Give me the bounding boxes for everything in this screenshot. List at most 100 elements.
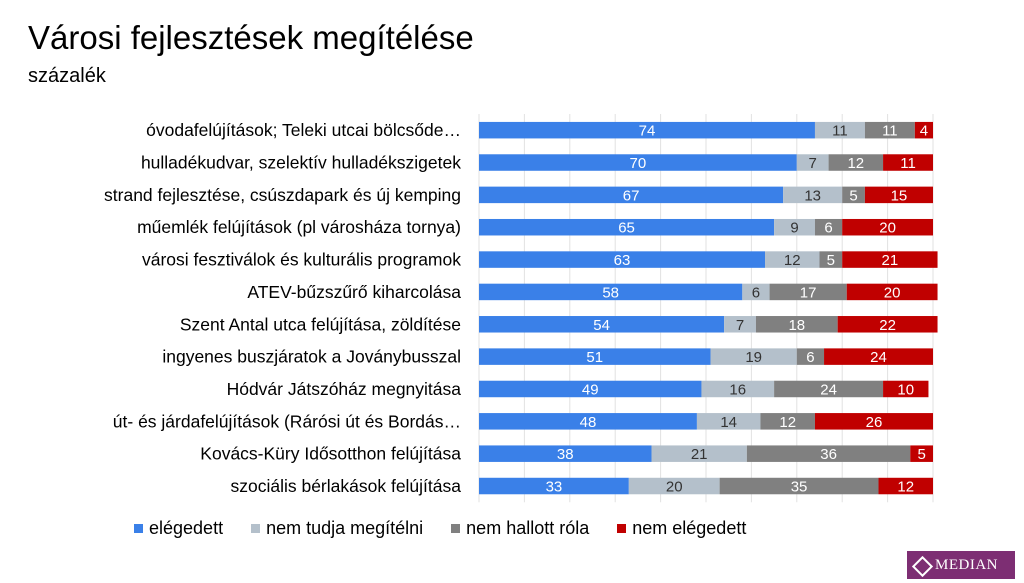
bar-segment bbox=[479, 413, 697, 430]
data-label: 19 bbox=[745, 349, 762, 366]
bar-segment bbox=[883, 154, 933, 171]
bar-segment bbox=[814, 413, 933, 430]
chart-subtitle: százalék bbox=[28, 65, 106, 87]
data-label: 12 bbox=[847, 155, 864, 172]
bar-segment bbox=[769, 283, 847, 301]
bar-segment bbox=[479, 121, 815, 139]
category-label: út- és járdafelújítások (Rárósi út és Bo… bbox=[113, 411, 461, 431]
bar-segment bbox=[774, 380, 884, 398]
bar-segment bbox=[651, 445, 747, 462]
category-label: strand fejlesztése, csúszdapark és új ke… bbox=[104, 185, 461, 205]
bar-segment bbox=[479, 251, 766, 268]
data-label: 12 bbox=[784, 252, 801, 269]
bar-segment bbox=[479, 348, 711, 365]
median-logo: MEDIAN bbox=[907, 551, 1015, 579]
data-label: 36 bbox=[820, 446, 837, 463]
bar-segment bbox=[724, 316, 756, 333]
data-label: 15 bbox=[891, 187, 908, 204]
data-label: 74 bbox=[639, 123, 656, 140]
data-label: 22 bbox=[879, 317, 896, 334]
bar-segment bbox=[914, 121, 933, 139]
data-label: 14 bbox=[720, 414, 737, 431]
bar-segment bbox=[755, 316, 838, 333]
data-label: 70 bbox=[630, 155, 647, 172]
data-label: 16 bbox=[729, 381, 746, 398]
bar-segment bbox=[479, 186, 784, 204]
data-label: 48 bbox=[580, 414, 597, 431]
category-label: Kovács-Küry Idősotthon felújítása bbox=[200, 444, 461, 464]
bar-segment bbox=[479, 380, 702, 398]
legend-swatch bbox=[617, 523, 627, 533]
data-label: 4 bbox=[920, 123, 928, 140]
legend-swatch bbox=[251, 523, 261, 533]
bar-segment bbox=[842, 186, 865, 204]
data-label: 7 bbox=[736, 317, 744, 334]
bar-segment bbox=[814, 121, 865, 139]
bar-segment bbox=[842, 251, 938, 268]
bar-segment bbox=[819, 251, 843, 268]
bar-segment bbox=[774, 218, 815, 236]
data-label: 12 bbox=[897, 479, 914, 496]
bar-segment bbox=[696, 413, 761, 430]
category-label: műemlék felújítások (pl városháza tornya… bbox=[137, 217, 461, 237]
bar-segment bbox=[878, 477, 933, 495]
category-label: városi fesztiválok és kulturális program… bbox=[142, 250, 461, 270]
data-label: 24 bbox=[820, 381, 837, 398]
legend-item-nem-hallott-rola: nem hallott róla bbox=[451, 518, 589, 539]
data-label: 13 bbox=[804, 187, 821, 204]
category-label: ATEV-bűzszűrő kiharcolása bbox=[247, 282, 461, 302]
data-label: 11 bbox=[832, 123, 848, 140]
legend-label: nem hallott róla bbox=[466, 517, 590, 538]
bar-segment bbox=[628, 477, 720, 495]
category-label: óvodafelújítások; Teleki utcai bölcsőde… bbox=[146, 120, 461, 140]
bar-segment bbox=[864, 186, 933, 204]
legend-label: elégedett bbox=[149, 517, 224, 538]
data-label: 11 bbox=[882, 123, 898, 140]
data-label: 10 bbox=[897, 381, 914, 398]
bar-segment bbox=[910, 445, 933, 462]
category-label: Hódvár Játszóház megnyitása bbox=[227, 379, 462, 399]
category-label: hulladékudvar, szelektív hulladékszigete… bbox=[141, 153, 461, 173]
bar-segment bbox=[710, 348, 797, 365]
data-label: 11 bbox=[900, 155, 916, 172]
bar-segment bbox=[742, 283, 770, 301]
legend-item-elegedett: elégedett bbox=[134, 518, 223, 539]
chart-legend: elégedett nem tudja megítélni nem hallot… bbox=[134, 516, 774, 540]
bar-segment bbox=[760, 413, 815, 430]
data-label: 7 bbox=[809, 155, 817, 172]
data-label: 26 bbox=[866, 414, 883, 431]
bar-segment bbox=[883, 380, 929, 398]
data-label: 17 bbox=[800, 284, 817, 301]
data-label: 20 bbox=[884, 284, 901, 301]
data-label: 20 bbox=[879, 220, 896, 237]
data-label: 9 bbox=[790, 220, 798, 237]
legend-item-nem-elegedett: nem elégedett bbox=[617, 518, 746, 539]
data-label: 38 bbox=[557, 446, 574, 463]
data-label: 24 bbox=[870, 349, 887, 366]
data-label: 54 bbox=[593, 317, 610, 334]
bar-segment bbox=[746, 445, 911, 462]
bar-segment bbox=[824, 348, 933, 365]
data-label: 5 bbox=[827, 252, 835, 269]
data-label: 21 bbox=[691, 446, 708, 463]
bar-segment bbox=[479, 218, 775, 236]
data-label: 6 bbox=[824, 220, 832, 237]
bar-segment bbox=[479, 445, 652, 462]
bar-segment bbox=[796, 348, 825, 365]
bar-segment bbox=[701, 380, 775, 398]
category-label: szociális bérlakások felújítása bbox=[230, 476, 461, 496]
legend-swatch bbox=[451, 523, 461, 533]
bar-segment bbox=[479, 283, 743, 301]
bar-segment bbox=[814, 218, 843, 236]
category-label: Szent Antal utca felújítása, zöldítése bbox=[180, 314, 461, 334]
data-label: 12 bbox=[779, 414, 796, 431]
bar-segment bbox=[479, 316, 725, 333]
bar-segment bbox=[765, 251, 820, 268]
category-label: ingyenes buszjáratok a Joványbusszal bbox=[162, 347, 461, 367]
data-label: 49 bbox=[582, 381, 599, 398]
data-label: 35 bbox=[791, 479, 808, 496]
bar-segment bbox=[828, 154, 884, 171]
data-label: 18 bbox=[788, 317, 805, 334]
bar-segment bbox=[783, 186, 843, 204]
bar-segment bbox=[837, 316, 938, 333]
